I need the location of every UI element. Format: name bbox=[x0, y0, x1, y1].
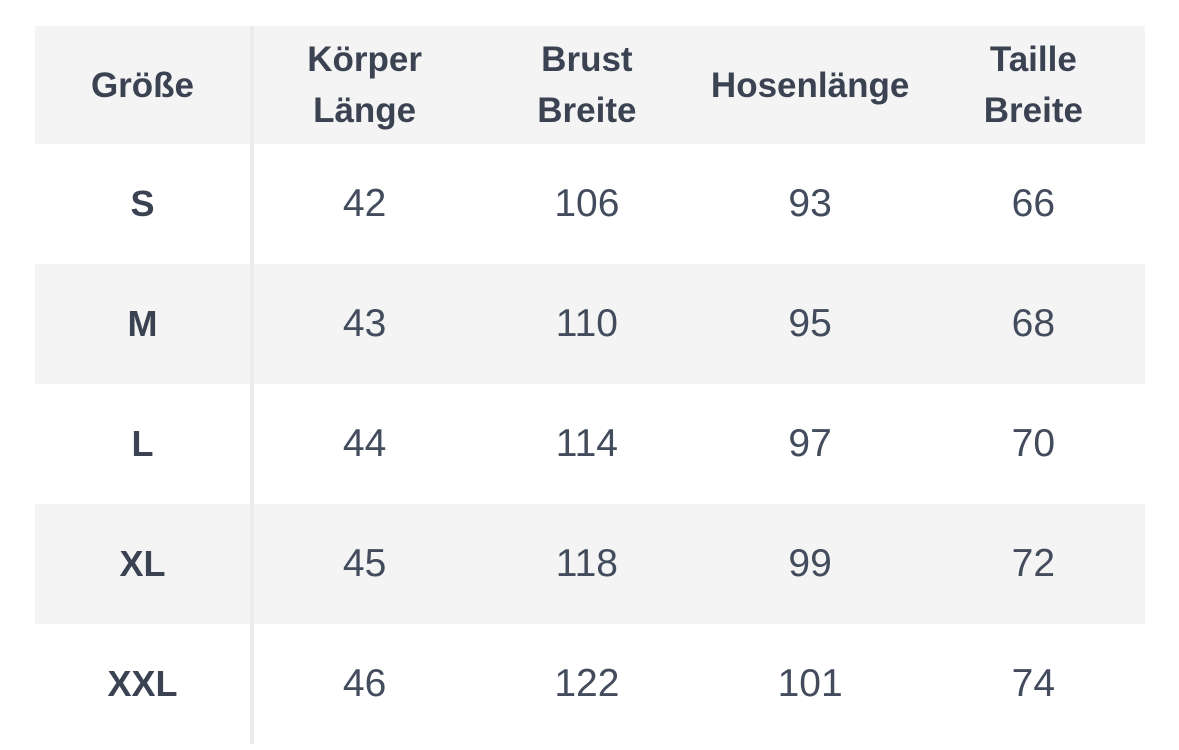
table-row-xl: XL 45 118 99 72 bbox=[35, 504, 1145, 624]
value-cell: 110 bbox=[555, 302, 618, 345]
header-cell-groesse: Größe bbox=[35, 26, 254, 144]
size-label-cell: XXL bbox=[35, 624, 254, 744]
header-cell-koerper-laenge: Körper Länge bbox=[252, 26, 475, 144]
value-cell: 118 bbox=[555, 542, 618, 585]
size-label-cell: XL bbox=[35, 504, 254, 624]
value-cell: 74 bbox=[1011, 662, 1056, 705]
column-header-label: Brust bbox=[541, 40, 633, 79]
column-header-label: Länge bbox=[313, 91, 417, 130]
size-label-cell: S bbox=[35, 144, 254, 264]
size-label-cell: M bbox=[35, 264, 254, 384]
table-row-m: M 43 110 95 68 bbox=[35, 264, 1145, 384]
value-cell: 66 bbox=[1011, 182, 1056, 225]
value-cell: 44 bbox=[342, 422, 387, 465]
size-chart-table: Größe Körper Länge Brust Breite Hosenlän… bbox=[35, 26, 1147, 744]
value-cell: 72 bbox=[1011, 542, 1056, 585]
column-header-label: Breite bbox=[537, 91, 637, 130]
header-cell-hosenlaenge: Hosenlänge bbox=[699, 26, 922, 144]
value-cell: 101 bbox=[777, 662, 843, 705]
value-cell: 93 bbox=[788, 182, 832, 225]
value-cell: 43 bbox=[342, 302, 387, 345]
value-cell: 45 bbox=[342, 542, 387, 585]
value-cell: 42 bbox=[342, 182, 387, 225]
value-cell: 68 bbox=[1011, 302, 1056, 345]
value-cell: 95 bbox=[788, 302, 832, 345]
column-header-label: Größe bbox=[90, 65, 195, 105]
value-cell: 70 bbox=[1011, 422, 1056, 465]
column-header-label: Taille bbox=[989, 40, 1077, 79]
value-cell: 99 bbox=[788, 542, 832, 585]
value-cell: 97 bbox=[788, 422, 832, 465]
size-label-cell: L bbox=[35, 384, 254, 504]
header-row: Größe Körper Länge Brust Breite Hosenlän… bbox=[35, 26, 1145, 144]
column-header-label: Körper bbox=[307, 40, 422, 79]
column-header-label: Breite bbox=[983, 91, 1083, 130]
header-cell-taille-breite: Taille Breite bbox=[922, 26, 1145, 144]
column-header-label: Hosenlänge bbox=[710, 65, 910, 105]
value-cell: 46 bbox=[342, 662, 387, 705]
value-cell: 106 bbox=[554, 182, 620, 225]
value-cell: 114 bbox=[555, 422, 618, 465]
header-cell-brust-breite: Brust Breite bbox=[475, 26, 698, 144]
table-row-s: S 42 106 93 66 bbox=[35, 144, 1145, 264]
table-row-xxl: XXL 46 122 101 74 bbox=[35, 624, 1145, 744]
value-cell: 122 bbox=[554, 662, 620, 705]
table-row-l: L 44 114 97 70 bbox=[35, 384, 1145, 504]
